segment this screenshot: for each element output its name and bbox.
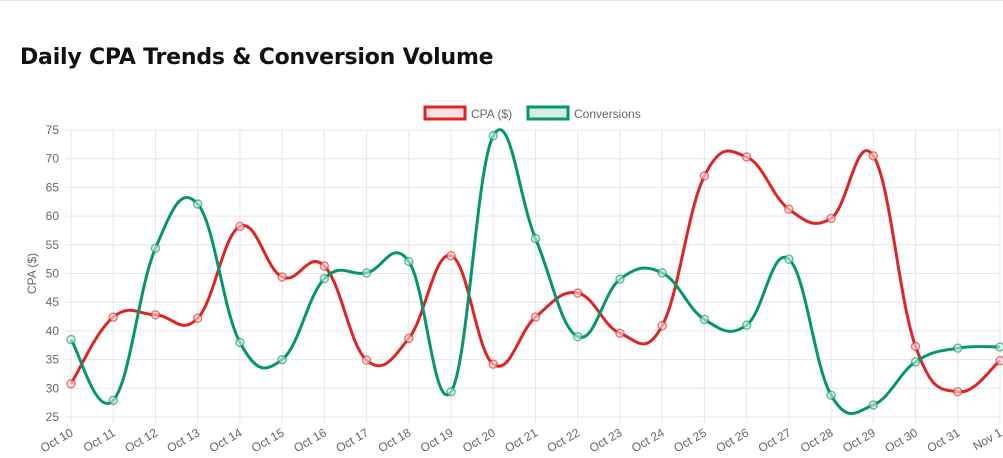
data-point	[741, 320, 752, 330]
x-tick-label: Oct 29	[840, 425, 878, 455]
x-tick-label: Oct 30	[882, 425, 920, 455]
data-point	[699, 171, 710, 181]
data-point	[784, 254, 794, 264]
data-point	[192, 313, 203, 324]
data-point	[66, 334, 76, 345]
x-tick-label: Oct 18	[376, 425, 414, 455]
x-tick-label: Oct 31	[925, 425, 963, 455]
data-point	[995, 355, 1003, 366]
data-point	[150, 243, 161, 253]
data-point	[784, 204, 794, 214]
x-tick-label: Oct 17	[333, 425, 371, 455]
x-tick-label: Oct 10	[38, 425, 76, 455]
data-point	[446, 386, 456, 397]
x-tick-label: Oct 19	[418, 425, 456, 455]
series-line	[69, 128, 1001, 415]
y-tick-label: 55	[46, 238, 60, 252]
data-point	[108, 312, 118, 322]
y-tick-label: 45	[46, 295, 60, 309]
data-point	[446, 250, 456, 261]
x-tick-label: Oct 20	[460, 425, 498, 455]
data-point	[826, 390, 836, 400]
data-point	[741, 152, 752, 162]
legend-label: CPA ($)	[471, 107, 512, 121]
series-cpa	[66, 149, 1003, 397]
data-point	[277, 272, 287, 282]
x-tick-label: Oct 14	[207, 425, 245, 455]
data-point	[657, 268, 667, 278]
legend-swatch	[423, 105, 467, 121]
data-point	[150, 310, 161, 320]
legend-label: Conversions	[574, 107, 641, 121]
data-point	[826, 213, 836, 224]
data-point	[953, 343, 963, 353]
x-tick-label: Oct 13	[165, 425, 203, 455]
y-tick-label: 50	[46, 267, 60, 281]
legend-swatch	[526, 105, 570, 121]
page-title: Daily CPA Trends & Conversion Volume	[20, 45, 494, 70]
data-point	[361, 268, 372, 278]
data-point	[361, 355, 372, 365]
y-tick-label: 75	[46, 123, 60, 137]
data-point	[953, 386, 963, 397]
data-point	[530, 312, 541, 322]
data-point	[277, 354, 287, 365]
y-tick-label: 70	[46, 152, 60, 166]
x-tick-label: Oct 16	[291, 425, 329, 455]
x-tick-label: Oct 15	[249, 425, 287, 455]
data-point	[319, 273, 330, 284]
y-tick-label: 40	[46, 324, 60, 338]
x-tick-label: Oct 28	[798, 425, 836, 455]
x-tick-label: Oct 24	[629, 425, 667, 455]
data-point	[488, 359, 499, 369]
data-point	[235, 337, 245, 348]
x-tick-label: Oct 21	[502, 425, 540, 455]
data-point	[657, 320, 667, 331]
x-tick-label: Oct 11	[81, 425, 118, 455]
y-tick-label: 65	[46, 180, 60, 194]
x-tick-label: Oct 25	[671, 425, 709, 455]
series-conversions	[66, 128, 1003, 415]
data-point	[615, 328, 625, 338]
data-point	[868, 400, 879, 410]
data-point	[192, 199, 203, 209]
data-point	[404, 256, 414, 267]
y-tick-label: 35	[46, 353, 60, 367]
x-tick-label: Nov 1	[970, 425, 1003, 453]
data-point	[910, 341, 921, 352]
data-point	[699, 314, 710, 325]
data-point	[66, 378, 76, 389]
data-point	[319, 261, 330, 271]
data-point	[572, 288, 583, 298]
x-tick-label: Oct 22	[545, 425, 583, 455]
data-point	[530, 233, 541, 244]
data-point	[995, 342, 1003, 352]
data-point	[108, 395, 118, 406]
y-tick-label: 30	[46, 381, 60, 395]
y-axis-title: CPA ($)	[25, 253, 39, 294]
y-tick-label: 60	[46, 209, 60, 223]
y-tick-label: 25	[46, 410, 60, 424]
data-point	[910, 357, 921, 367]
data-point	[235, 221, 245, 232]
x-tick-label: Oct 27	[756, 425, 794, 455]
data-point	[615, 274, 625, 284]
data-point	[404, 333, 414, 344]
data-point	[572, 331, 583, 342]
x-tick-label: Oct 23	[587, 425, 625, 455]
x-tick-label: Oct 26	[714, 425, 752, 455]
data-point	[488, 130, 499, 141]
x-tick-label: Oct 12	[122, 425, 160, 455]
data-point	[868, 151, 879, 161]
